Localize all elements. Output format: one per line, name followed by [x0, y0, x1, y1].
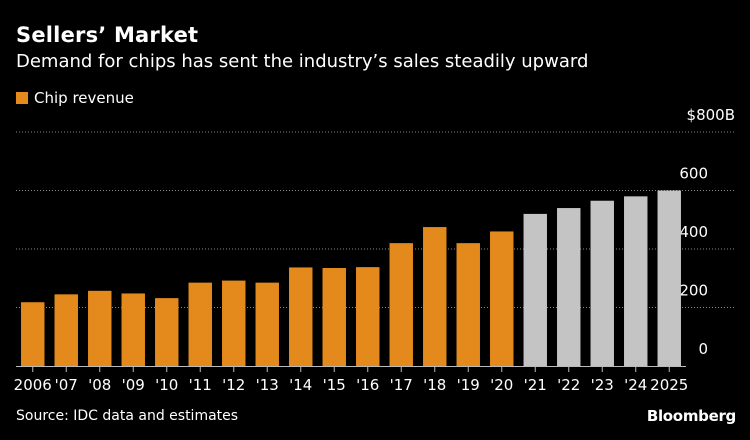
bar	[456, 243, 480, 366]
bar	[88, 290, 112, 366]
bar	[222, 280, 246, 366]
y-tick-label: 200	[679, 282, 708, 300]
legend-label: Chip revenue	[34, 89, 134, 107]
bar	[54, 294, 78, 366]
x-tick-label: '07	[55, 376, 78, 394]
bar	[322, 268, 346, 366]
x-tick-label: '18	[423, 376, 446, 394]
y-tick-label: 400	[679, 223, 708, 241]
bar	[490, 231, 514, 366]
y-tick-label: 0	[698, 340, 708, 358]
legend: Chip revenue	[16, 89, 134, 107]
x-tick-label: 2025	[650, 376, 688, 394]
x-tick-label: '23	[591, 376, 614, 394]
chart-title: Sellers’ Market	[16, 23, 199, 47]
x-tick-label: '17	[390, 376, 413, 394]
x-tick-label: '09	[122, 376, 145, 394]
x-tick-label: '08	[88, 376, 111, 394]
bar	[590, 200, 614, 366]
bar	[624, 196, 648, 366]
bar	[188, 282, 212, 366]
x-tick-label: '16	[356, 376, 379, 394]
bloomberg-logo: Bloomberg	[646, 407, 736, 425]
bar	[557, 208, 581, 366]
legend-swatch	[16, 92, 28, 104]
x-tick-label: '24	[624, 376, 647, 394]
y-tick-label: 600	[679, 165, 708, 183]
x-tick-label: '12	[222, 376, 245, 394]
bar	[389, 243, 413, 366]
source-note: Source: IDC data and estimates	[16, 408, 239, 424]
bar	[423, 227, 447, 366]
x-tick-label: '20	[490, 376, 513, 394]
bar	[155, 298, 179, 366]
x-tick-label: '14	[289, 376, 312, 394]
bar	[21, 302, 45, 366]
x-tick-label: '15	[323, 376, 346, 394]
bar	[255, 282, 279, 366]
chart-subtitle: Demand for chips has sent the industry’s…	[16, 51, 589, 72]
x-tick-label: '11	[189, 376, 212, 394]
bar	[356, 267, 380, 366]
bar	[121, 293, 145, 366]
bar	[657, 190, 681, 366]
x-tick-label: '22	[557, 376, 580, 394]
x-tick-label: '21	[524, 376, 547, 394]
bar	[289, 267, 313, 366]
x-tick-label: '13	[256, 376, 279, 394]
bar	[523, 213, 547, 366]
x-tick-label: 2006	[14, 376, 52, 394]
x-tick-label: '10	[155, 376, 178, 394]
x-tick-label: '19	[457, 376, 480, 394]
y-tick-label: $800B	[687, 106, 735, 124]
